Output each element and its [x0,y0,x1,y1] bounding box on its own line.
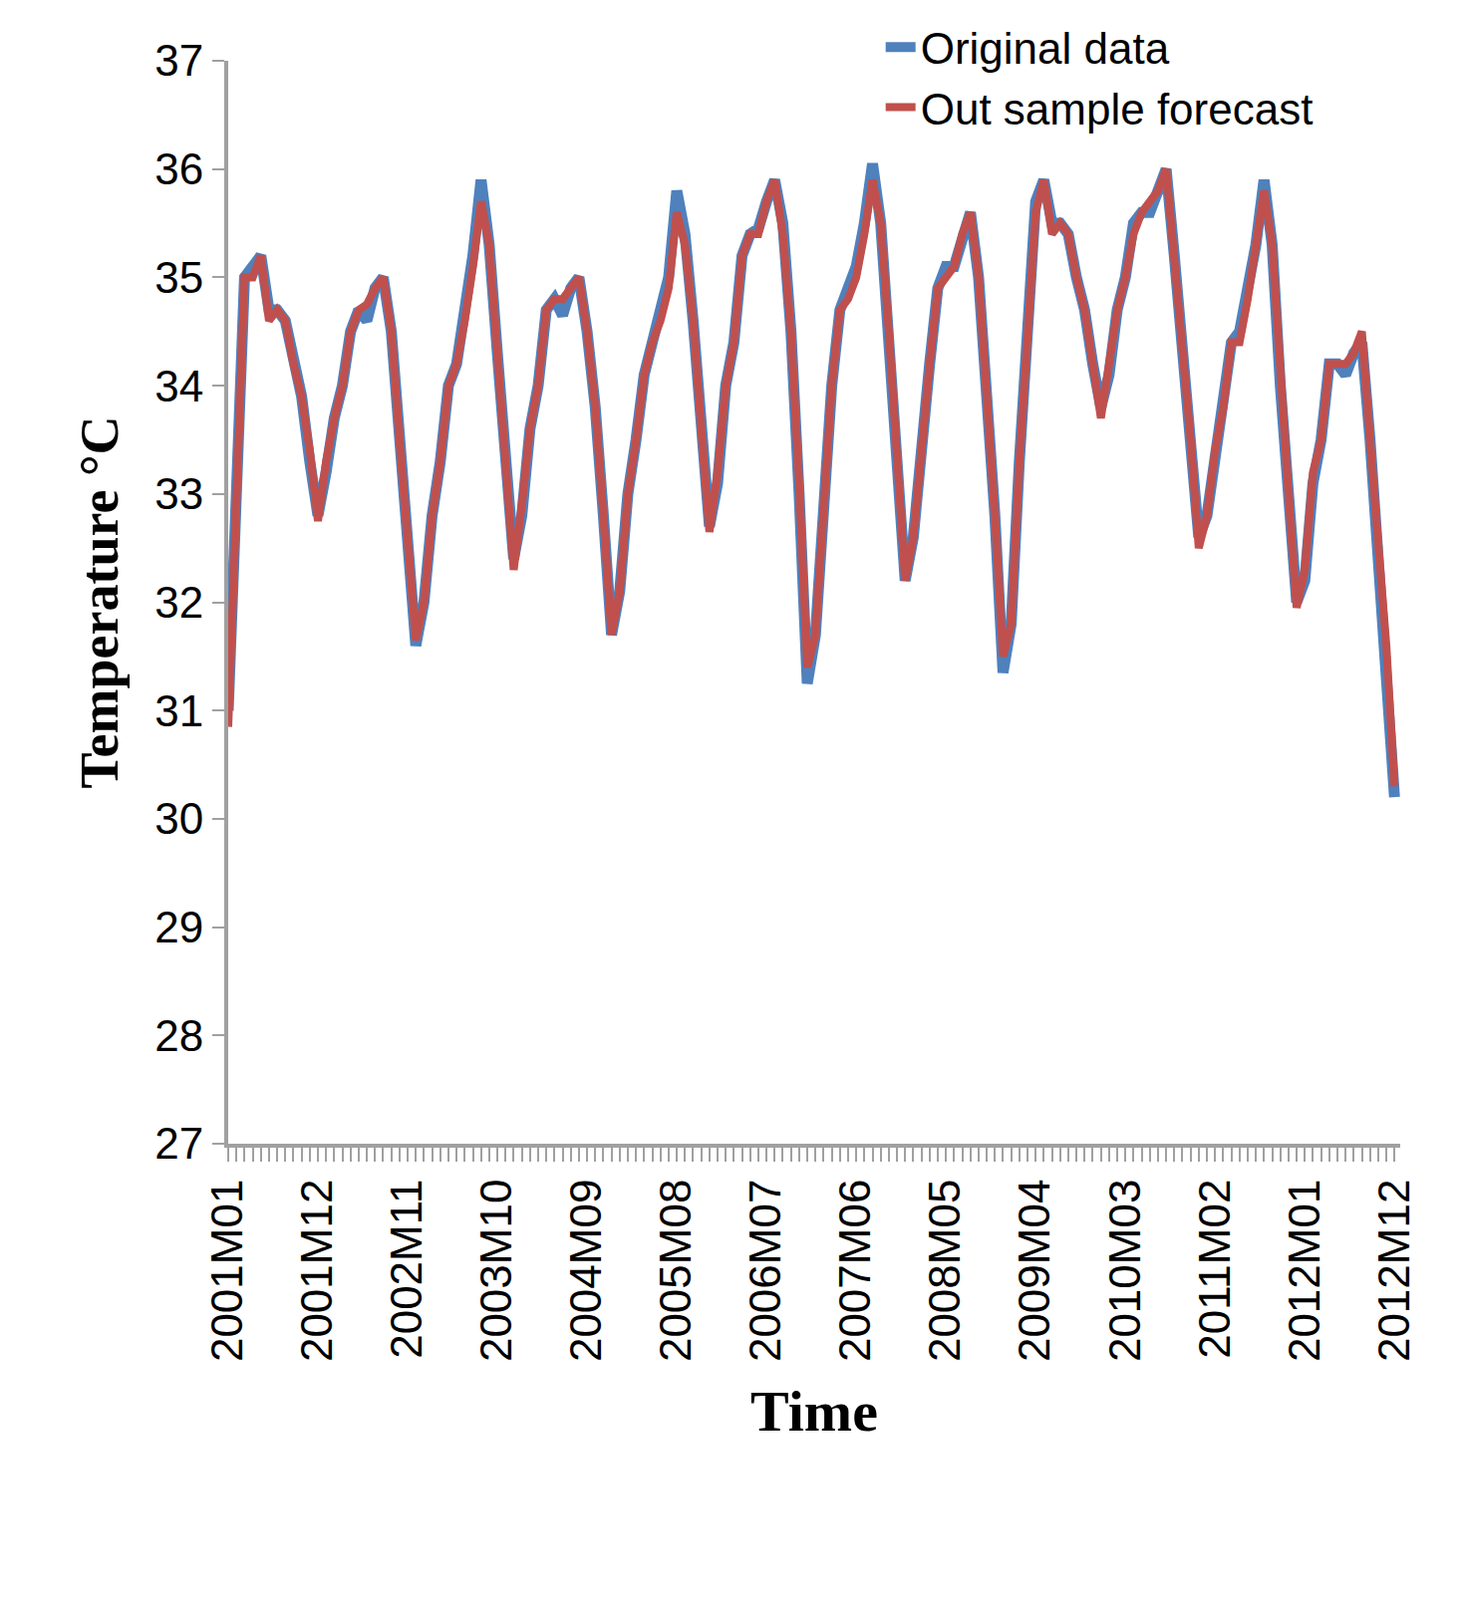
svg-text:Time: Time [750,1379,879,1445]
svg-text:35: 35 [154,253,204,302]
svg-text:2005M08: 2005M08 [650,1179,700,1363]
svg-text:28: 28 [154,1011,204,1061]
svg-text:30: 30 [154,794,204,844]
svg-text:31: 31 [154,686,204,736]
svg-text:27: 27 [154,1119,204,1169]
svg-text:34: 34 [154,361,204,411]
svg-text:2003M10: 2003M10 [471,1179,521,1363]
svg-text:2004M09: 2004M09 [561,1179,610,1363]
svg-text:2006M07: 2006M07 [740,1179,790,1363]
svg-text:2010M03: 2010M03 [1100,1179,1150,1363]
svg-text:2001M01: 2001M01 [202,1179,252,1363]
svg-text:2001M12: 2001M12 [292,1179,341,1363]
svg-text:Temperature °C: Temperature °C [69,415,130,789]
svg-text:2009M04: 2009M04 [1009,1179,1059,1363]
svg-text:2012M01: 2012M01 [1279,1179,1329,1363]
svg-text:2008M05: 2008M05 [919,1179,969,1363]
svg-text:29: 29 [154,902,204,952]
svg-text:2011M02: 2011M02 [1189,1179,1239,1360]
svg-text:2007M06: 2007M06 [830,1179,879,1363]
svg-text:37: 37 [154,35,204,85]
svg-text:2002M11: 2002M11 [381,1179,431,1360]
svg-text:33: 33 [154,469,204,519]
svg-text:36: 36 [154,144,204,194]
svg-text:2012M12: 2012M12 [1369,1179,1419,1363]
svg-text:Out sample forecast: Out sample forecast [920,84,1314,134]
svg-text:Original data: Original data [920,23,1171,73]
svg-text:32: 32 [154,578,204,627]
